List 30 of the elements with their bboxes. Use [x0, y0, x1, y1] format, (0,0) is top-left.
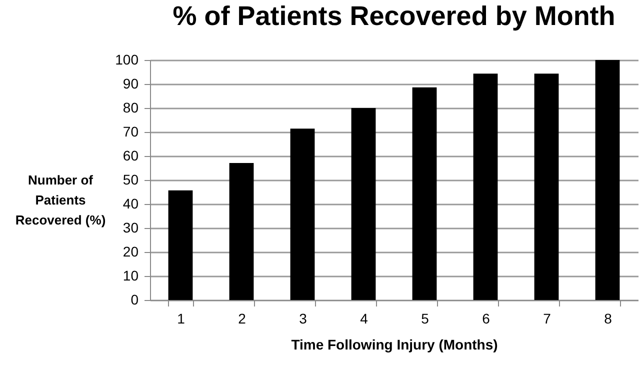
bar: [595, 60, 620, 300]
x-tick-label: 2: [238, 310, 246, 326]
x-axis-title: Time Following Injury (Months): [291, 336, 498, 352]
x-tick-label: 4: [360, 310, 368, 326]
x-tick-label: 8: [604, 310, 612, 326]
bar: [351, 108, 376, 300]
bar: [290, 128, 315, 300]
x-tick-label: 6: [482, 310, 490, 326]
y-tick-label: 40: [122, 196, 139, 212]
y-axis-title: Number of Patients Recovered (%): [15, 172, 106, 228]
x-tick-label: 1: [177, 310, 186, 326]
y-tick-label: 70: [122, 124, 139, 140]
y-tick-label: 0: [130, 292, 139, 308]
chart-title: % of Patients Recovered by Month: [172, 1, 616, 31]
y-tick-label: 100: [115, 52, 139, 68]
y-tick-label: 80: [122, 100, 139, 116]
y-tick-label: 30: [122, 220, 139, 236]
bar: [412, 87, 437, 300]
x-tick-label: 3: [299, 310, 308, 326]
bar: [534, 74, 559, 300]
y-tick-label: 10: [122, 268, 139, 284]
bar: [473, 74, 498, 300]
bar: [168, 190, 193, 300]
bar: [229, 162, 254, 300]
x-tick-label: 5: [421, 310, 430, 326]
y-tick-label: 50: [122, 172, 139, 188]
y-tick-label: 90: [122, 76, 139, 92]
x-tick-label: 7: [543, 310, 552, 326]
y-tick-label: 60: [122, 148, 139, 164]
y-tick-label: 20: [122, 244, 139, 260]
